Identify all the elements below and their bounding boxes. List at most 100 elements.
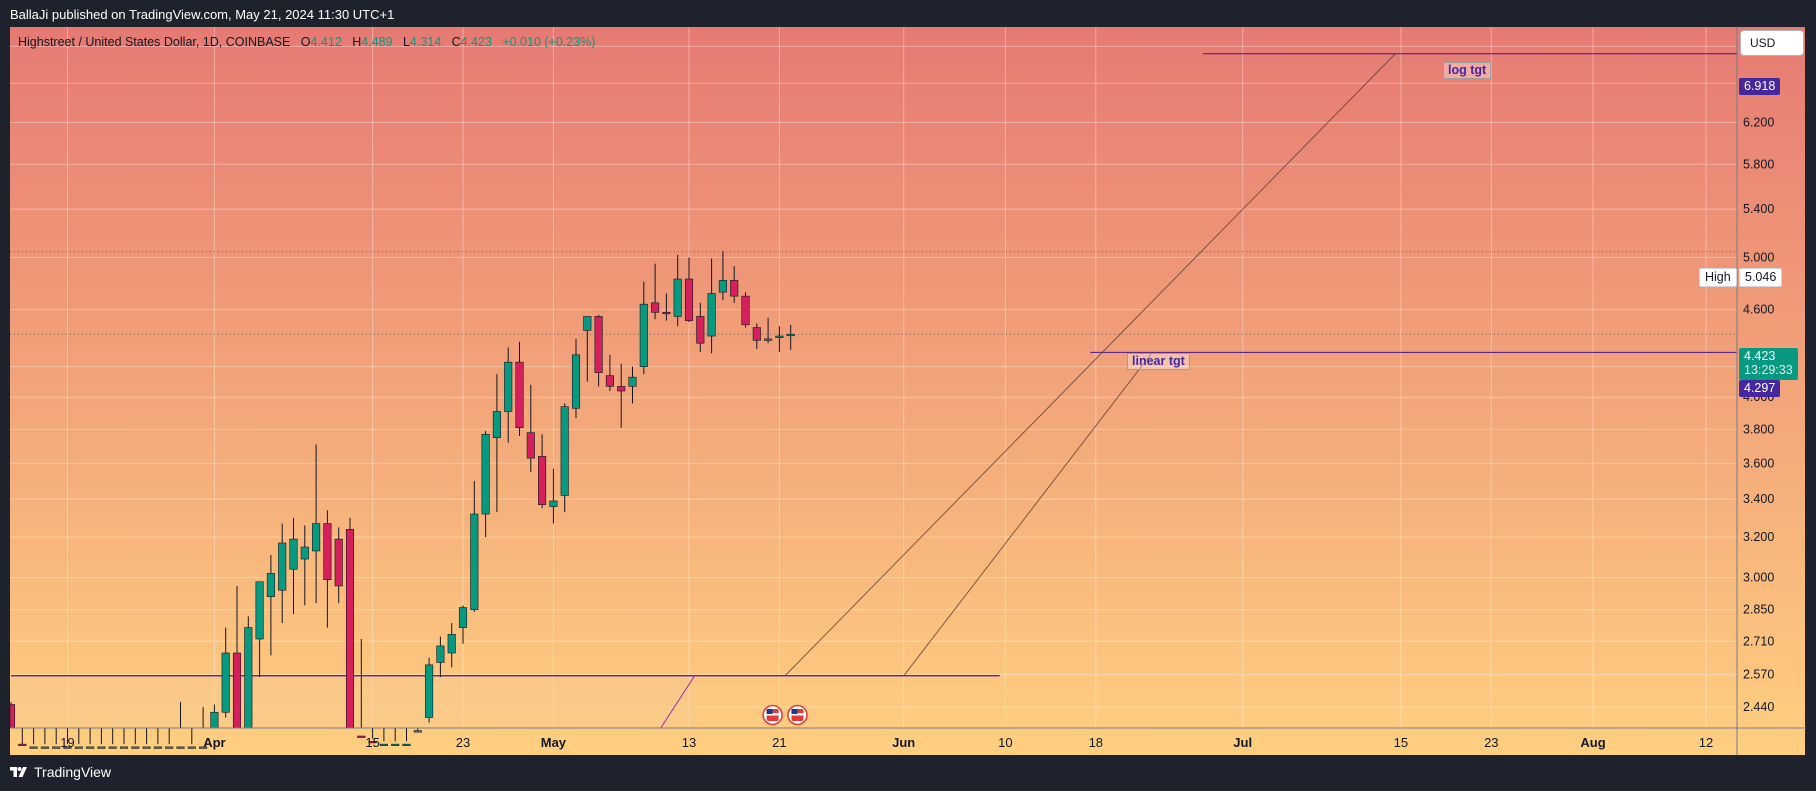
legend-close: 4.423: [460, 35, 492, 49]
candle-up: [97, 728, 106, 749]
candle-down: [617, 363, 626, 428]
x-tick-label: Apr: [203, 735, 225, 750]
candle-up: [775, 326, 784, 352]
candle-body: [402, 743, 411, 746]
drawings: [10, 53, 1737, 729]
candle-down: [730, 266, 739, 303]
candle-body: [696, 316, 705, 344]
candle-body: [176, 746, 185, 749]
candle-down: [605, 354, 614, 391]
x-tick-label: 23: [1484, 735, 1498, 750]
x-tick-label: 19: [60, 735, 74, 750]
legend-change: +0.010 (+0.23%): [502, 35, 596, 49]
currency-button[interactable]: USD: [1740, 30, 1804, 56]
candle-up: [52, 728, 61, 749]
candle-body: [187, 746, 196, 749]
candle-body: [391, 743, 400, 746]
candle-up: [142, 728, 151, 749]
candle-body: [289, 538, 298, 570]
event-flag-icon: [762, 704, 783, 726]
candle-body: [707, 293, 716, 337]
candle-body: [515, 361, 524, 429]
candle-down: [368, 728, 377, 744]
candle-body: [131, 746, 140, 749]
y-tick-label: 3.200: [1743, 530, 1774, 544]
candle-body: [29, 746, 38, 749]
candle-body: [221, 652, 230, 713]
legend-high-label: H: [352, 35, 362, 49]
candle-up: [221, 627, 230, 718]
legend-close-label: C: [451, 35, 461, 49]
y-tick-label: 5.800: [1743, 157, 1774, 171]
x-tick-label: 15: [365, 735, 379, 750]
candle-body: [86, 746, 95, 749]
candle-up: [447, 623, 456, 668]
x-tick-label: 15: [1394, 735, 1408, 750]
candle-up: [244, 616, 253, 729]
economic-events: [762, 704, 808, 726]
candle-up: [504, 347, 513, 443]
log_path-trendline: [784, 53, 1396, 677]
event-flag-canton: [791, 709, 798, 714]
candle-body: [323, 523, 332, 580]
footer-brand[interactable]: TradingView: [10, 764, 111, 780]
y-tick-label: 5.400: [1743, 202, 1774, 216]
candle-down: [684, 257, 694, 322]
candle-body: [210, 711, 219, 729]
candle-up: [560, 403, 569, 513]
candle-down: [345, 517, 355, 729]
candle-up: [492, 374, 501, 513]
y-tick-label: 2.710: [1743, 634, 1774, 648]
base_path-trendline: [660, 675, 696, 729]
candle-up: [571, 338, 581, 418]
candle-up: [165, 728, 174, 749]
candle-body: [651, 302, 660, 313]
candle-up: [153, 728, 162, 749]
x-tick-label: 10: [998, 735, 1012, 750]
candle-body: [436, 645, 445, 663]
candle-body: [357, 735, 366, 738]
candle-up: [29, 728, 38, 749]
candle-body: [504, 361, 513, 412]
candle-body: [74, 746, 83, 749]
legend-low: 4.314: [409, 35, 442, 49]
candle-up: [628, 366, 637, 404]
last-price-value: 4.423: [1744, 349, 1776, 363]
log-tgt-annotation[interactable]: log tgt: [1443, 62, 1492, 79]
x-tick-label: Jun: [892, 735, 915, 750]
candle-body: [108, 746, 117, 749]
candle-body: [40, 746, 49, 749]
candle-body: [481, 434, 490, 515]
x-tick-label: 21: [772, 735, 786, 750]
candle-body: [345, 529, 355, 729]
candle-down: [662, 293, 671, 321]
candle-up: [673, 254, 682, 327]
candle-up: [481, 431, 490, 538]
candle-down: [526, 384, 535, 473]
candle-body: [413, 730, 422, 733]
legend-open: 4.412: [310, 35, 342, 49]
candle-body: [673, 278, 682, 317]
x-tick-label: 12: [1699, 735, 1713, 750]
candle-body: [334, 538, 343, 587]
log-tgt-price-label: 6.918: [1739, 78, 1781, 95]
candle-up: [639, 281, 648, 375]
candle-up: [63, 728, 72, 749]
candle-down: [538, 434, 547, 509]
candle-body: [142, 746, 151, 749]
legend-open-label: O: [300, 35, 311, 49]
candle-body: [255, 581, 264, 640]
legend-low-label: L: [402, 35, 410, 49]
y-tick-label: 3.000: [1743, 571, 1774, 585]
candle-body: [244, 627, 253, 729]
linear-tgt-annotation[interactable]: linear tgt: [1127, 353, 1190, 370]
symbol-legend[interactable]: Highstreet / United States Dollar, 1D, C…: [18, 35, 595, 49]
candle-up: [119, 728, 129, 749]
candle-down: [752, 323, 761, 349]
candle-down: [323, 510, 332, 628]
candle-body: [278, 542, 287, 591]
candle-body: [628, 376, 637, 387]
candle-up: [266, 554, 275, 656]
candle-body: [526, 432, 535, 459]
